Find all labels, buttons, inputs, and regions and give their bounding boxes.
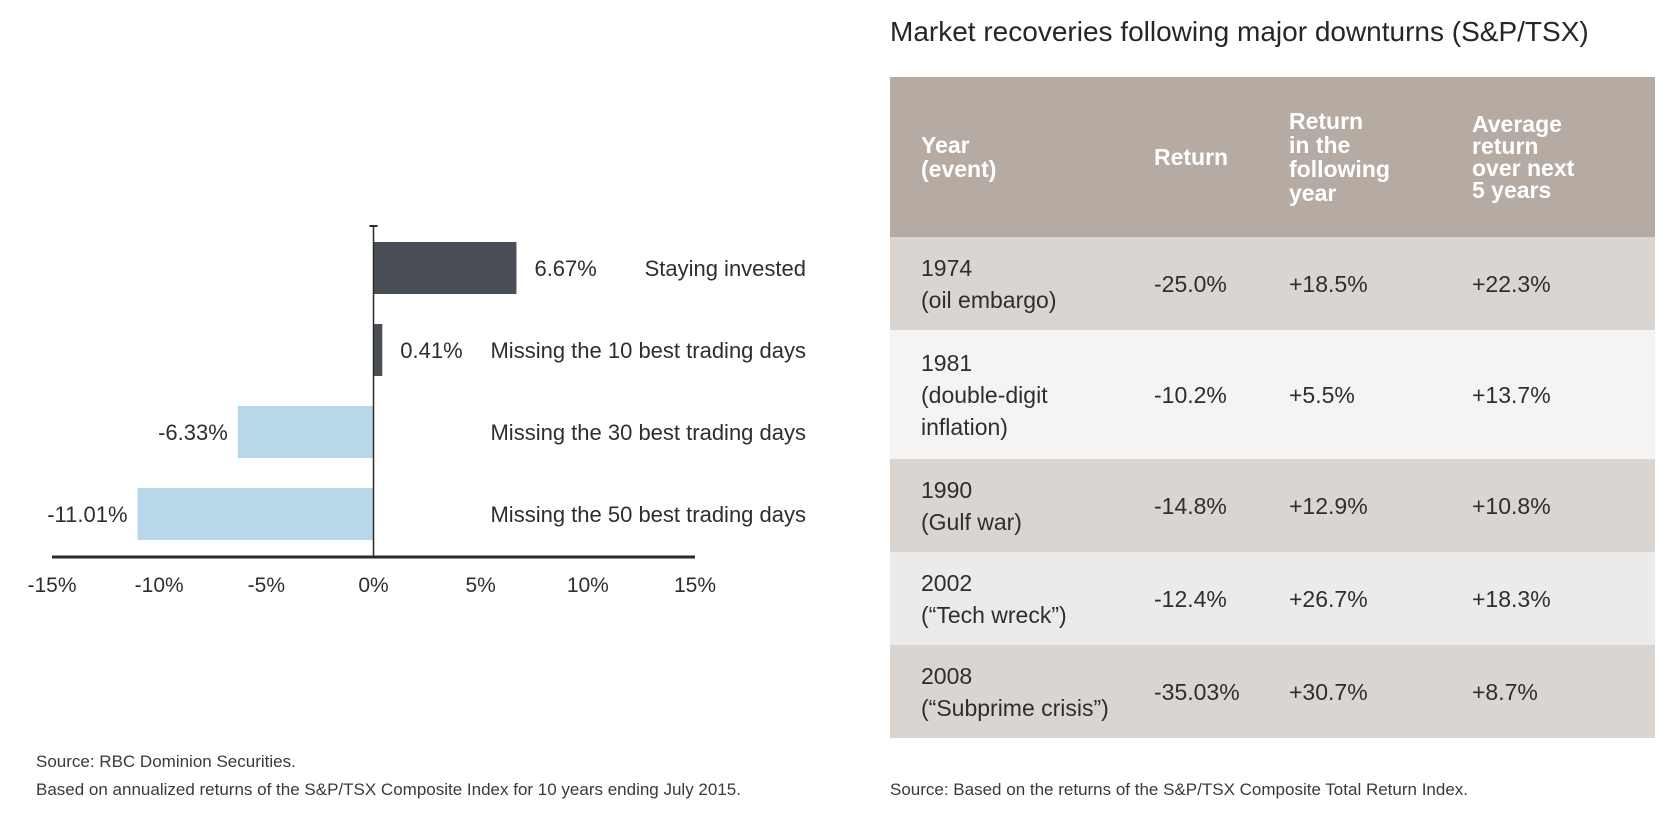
x-tick-label: 10% — [567, 574, 609, 597]
category-label: Missing the 50 best trading days — [490, 502, 806, 527]
cell-event: (“Tech wreck”) — [921, 601, 1067, 628]
cell-return: -35.03% — [1154, 645, 1289, 738]
cell-return: -14.8% — [1154, 459, 1289, 552]
header-line: Return — [1289, 108, 1364, 134]
cell-return: -12.4% — [1154, 552, 1289, 645]
x-tick-label: 5% — [465, 574, 495, 597]
cell-following-year: +18.5% — [1289, 237, 1472, 330]
cell-following-year: +30.7% — [1289, 645, 1472, 738]
table-row: 2008 (“Subprime crisis”) -35.03% +30.7% … — [890, 645, 1655, 738]
category-label: Missing the 10 best trading days — [490, 338, 806, 363]
category-label: Missing the 30 best trading days — [490, 420, 806, 445]
table-row: 2002 (“Tech wreck”) -12.4% +26.7% +18.3% — [890, 552, 1655, 645]
header-line: following — [1289, 156, 1390, 182]
table-row: 1974 (oil embargo) -25.0% +18.5% +22.3% — [890, 237, 1655, 330]
cell-avg-5yr: +8.7% — [1472, 645, 1655, 738]
cell-return: -10.2% — [1154, 330, 1289, 459]
cell-following-year: +12.9% — [1289, 459, 1472, 552]
cell-year-event: 1974 (oil embargo) — [890, 237, 1154, 330]
header-line: return — [1472, 133, 1539, 159]
cell-year: 1990 — [921, 476, 973, 503]
x-tick-label: -5% — [248, 574, 285, 597]
bar — [137, 488, 374, 540]
x-tick-label: -10% — [135, 574, 184, 597]
cell-year: 2002 — [921, 569, 973, 596]
bar — [237, 406, 374, 458]
bar — [373, 324, 383, 376]
header-line: Average — [1472, 111, 1562, 137]
header-line: Return — [1154, 144, 1229, 170]
category-label: Staying invested — [645, 256, 806, 281]
header-line: over next — [1472, 155, 1575, 181]
header-following-year: Return in the following year — [1289, 77, 1472, 237]
header-year-event: Year (event) — [890, 77, 1154, 237]
cell-avg-5yr: +18.3% — [1472, 552, 1655, 645]
table-header-row: Year (event) Return Return in the follow… — [890, 77, 1655, 237]
cell-year-event: 2008 (“Subprime crisis”) — [890, 645, 1154, 738]
cell-event: (“Subprime crisis”) — [921, 694, 1109, 721]
left-source-line-2: Based on annualized returns of the S&P/T… — [36, 780, 741, 799]
table-row: 1981 (double-digit inflation) -10.2% +5.… — [890, 330, 1655, 459]
cell-event: (double-digit — [921, 381, 1048, 408]
header-line: in the — [1289, 132, 1351, 158]
cell-year: 2008 — [921, 662, 973, 689]
cell-following-year: +5.5% — [1289, 330, 1472, 459]
cell-event: inflation) — [921, 413, 1008, 440]
cell-event: (Gulf war) — [921, 508, 1022, 535]
x-tick-label: 15% — [674, 574, 716, 597]
cell-year: 1981 — [921, 349, 973, 376]
bar-value-label: 0.41% — [400, 338, 462, 363]
header-line: 5 years — [1472, 177, 1552, 203]
recoveries-table: Year (event) Return Return in the follow… — [890, 77, 1655, 738]
bar-value-label: 6.67% — [534, 256, 596, 281]
bar-chart: 6.67% Staying invested 0.41% Missing the 10… — [27, 225, 806, 597]
table-source: Source: Based on the returns of the S&P/… — [890, 780, 1468, 799]
header-line: Year — [921, 132, 970, 158]
x-tick-label: -15% — [27, 574, 76, 597]
cell-year-event: 2002 (“Tech wreck”) — [890, 552, 1154, 645]
cell-year: 1974 — [921, 254, 973, 281]
cell-avg-5yr: +22.3% — [1472, 237, 1655, 330]
cell-avg-5yr: +13.7% — [1472, 330, 1655, 459]
cell-avg-5yr: +10.8% — [1472, 459, 1655, 552]
header-line: (event) — [921, 156, 997, 182]
table-title: Market recoveries following major downtu… — [890, 16, 1589, 47]
bar — [373, 242, 517, 294]
cell-year-event: 1981 (double-digit inflation) — [890, 330, 1154, 459]
table-row: 1990 (Gulf war) -14.8% +12.9% +10.8% — [890, 459, 1655, 552]
header-avg-5yr: Average return over next 5 years — [1472, 77, 1655, 237]
x-tick-label: 0% — [358, 574, 388, 597]
bar-value-label: -6.33% — [158, 420, 228, 445]
bar-value-label: -11.01% — [47, 502, 127, 527]
header-line: year — [1289, 180, 1337, 206]
header-return: Return — [1154, 77, 1289, 237]
cell-following-year: +26.7% — [1289, 552, 1472, 645]
cell-return: -25.0% — [1154, 237, 1289, 330]
cell-year-event: 1990 (Gulf war) — [890, 459, 1154, 552]
left-source-line-1: Source: RBC Dominion Securities. — [36, 752, 296, 771]
cell-event: (oil embargo) — [921, 286, 1057, 313]
